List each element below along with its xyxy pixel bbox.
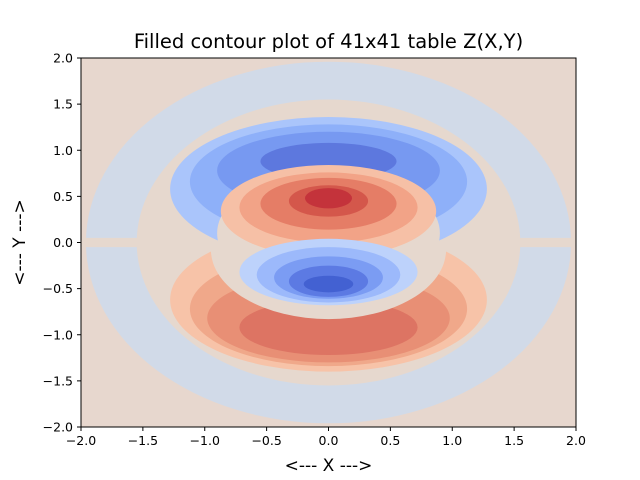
x-tick-label: 2.0 xyxy=(566,433,586,448)
y-tick-label: 1.0 xyxy=(53,143,73,158)
y-tick-label: 2.0 xyxy=(53,51,73,66)
x-axis: −2.0 −1.5 −1.0 −0.5 0.0 0.5 1.0 1.5 2.0 xyxy=(66,427,586,448)
plot-area xyxy=(81,58,576,427)
contour-pos-lobe-5 xyxy=(304,188,353,209)
y-axis: −2.0 −1.5 −1.0 −0.5 0.0 0.5 1.0 1.5 2.0 xyxy=(43,51,81,435)
x-tick-label: 0.5 xyxy=(380,433,400,448)
y-tick-label: 0.5 xyxy=(53,189,73,204)
x-tick-label: 1.0 xyxy=(442,433,462,448)
x-axis-label: <--- X ---> xyxy=(285,456,373,476)
y-tick-label: −1.0 xyxy=(43,327,73,342)
y-tick-label: −1.5 xyxy=(43,373,73,388)
y-tick-label: 1.5 xyxy=(53,97,73,112)
contour-layer xyxy=(81,61,576,424)
x-tick-label: 1.5 xyxy=(504,433,524,448)
x-tick-label: −1.0 xyxy=(190,433,220,448)
x-tick-label: −2.0 xyxy=(66,433,96,448)
contour-neg-lobe-5 xyxy=(303,275,354,293)
y-tick-label: −2.0 xyxy=(43,420,73,435)
x-tick-label: −1.5 xyxy=(128,433,158,448)
chart-title: Filled contour plot of 41x41 table Z(X,Y… xyxy=(134,30,523,53)
x-tick-label: −0.5 xyxy=(251,433,281,448)
y-axis-label: <--- Y ---> xyxy=(10,199,30,286)
x-tick-label: 0.0 xyxy=(319,433,339,448)
y-tick-label: −0.5 xyxy=(43,281,73,296)
y-tick-label: 0.0 xyxy=(53,235,73,250)
